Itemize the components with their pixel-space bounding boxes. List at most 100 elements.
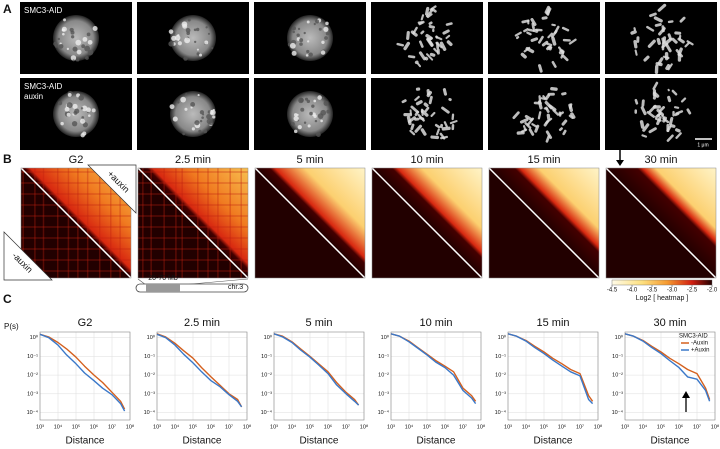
chromosome [647, 39, 656, 48]
chromosome [570, 112, 576, 119]
x-tick-label: 10⁵ [657, 423, 665, 430]
chromatin-spot [76, 49, 82, 55]
chromatin-spot [57, 37, 61, 41]
y-tick-label: 10⁻³ [378, 391, 389, 397]
x-tick-label: 10⁴ [171, 423, 180, 430]
chromosome [661, 37, 666, 44]
diagonal [20, 167, 132, 279]
x-tick-label: 10⁷ [225, 423, 233, 430]
chromatin-spot [320, 50, 326, 55]
heatmap-frame [605, 167, 717, 279]
chromatin-spot [291, 122, 295, 126]
chromosome [656, 37, 661, 45]
x-tick-label: 10⁴ [522, 423, 531, 430]
chart-title: 2.5 min [184, 317, 220, 329]
y-tick-label: 10⁰ [615, 334, 624, 341]
x-tick-label: 10⁷ [108, 423, 116, 430]
x-tick-label: 10⁶ [207, 423, 215, 430]
chromatin-spot [314, 119, 318, 123]
chromatin-spot [80, 133, 85, 138]
chromatin-spot [168, 29, 174, 34]
y-tick-label: 10⁻² [27, 373, 38, 379]
x-tick-label: 10⁸ [360, 423, 368, 430]
chromosome [569, 103, 573, 109]
chromatin-spot [81, 116, 85, 119]
chromosome [414, 124, 423, 133]
y-tick-label: 10⁻⁴ [27, 409, 39, 416]
chart-title: G2 [78, 317, 93, 329]
chromosome [686, 108, 692, 115]
curve [156, 333, 243, 408]
chromatin-spot [316, 132, 321, 137]
chromatin-spot [86, 32, 91, 37]
x-tick-label: 10⁵ [423, 423, 431, 430]
x-tick-label: 10⁸ [477, 423, 485, 430]
chromatin-spot [313, 114, 317, 118]
y-tick-label: 10⁰ [30, 334, 39, 341]
chromosome [541, 16, 548, 20]
chromatin-spot [86, 107, 91, 113]
chromatin-spot [88, 114, 91, 117]
chromatin-spot [177, 101, 180, 104]
chromatin-spot [306, 49, 310, 54]
x-axis-label: Distance [183, 436, 222, 447]
chromatin-spot [81, 44, 86, 49]
chromatin-spot [72, 59, 75, 62]
legend-title: SMC3-AID [679, 334, 708, 340]
chromatin-spot [199, 110, 205, 115]
chromatin-spot [199, 53, 202, 57]
chromosome [425, 9, 434, 18]
chromatin-spot [196, 48, 199, 51]
chromatin-spot [289, 42, 296, 49]
region [146, 284, 180, 292]
chromosome [558, 50, 564, 55]
chromatin-spot [208, 120, 214, 126]
chromosome [558, 127, 563, 132]
chromatin-spot [304, 97, 309, 101]
chromatin-spot [63, 18, 67, 22]
y-tick-label: 10⁰ [381, 334, 390, 341]
chromosome [671, 37, 678, 44]
colorbar [611, 279, 713, 286]
chromosome [568, 38, 577, 45]
chart-title: 15 min [536, 317, 569, 329]
chromosome [396, 42, 405, 47]
plot-frame [624, 331, 716, 421]
plot-frame [156, 331, 248, 421]
chromosome [416, 62, 421, 68]
chromosome [667, 63, 673, 71]
chromosome [541, 40, 549, 47]
chromosome [667, 95, 672, 103]
chromatin-spot [187, 18, 191, 22]
chromosome [524, 122, 532, 129]
curve [273, 333, 360, 406]
chromosome [409, 129, 416, 136]
chromatin-spot [313, 99, 317, 103]
y-tick-label: 10⁻³ [612, 391, 623, 397]
chromosome [528, 128, 535, 136]
chromosome [538, 64, 543, 73]
heatmap-frame [137, 167, 249, 279]
x-tick-label: 10⁷ [576, 423, 584, 430]
chromosome [545, 135, 551, 143]
y-tick-label: 10⁻² [495, 373, 506, 379]
chromosome [414, 110, 419, 117]
chromatin-spot [85, 56, 89, 60]
row-label: auxin [24, 92, 43, 101]
micrograph [488, 78, 600, 150]
region-label: 20-70 Mb [148, 275, 178, 282]
chromatin-spot [57, 100, 63, 106]
y-tick-label: 10⁻⁴ [612, 409, 624, 416]
chromatin-spot [196, 52, 200, 56]
diagonal [137, 167, 249, 279]
y-tick-label: 10⁻¹ [261, 354, 272, 360]
colorbar-label: Log2 [ heatmap ] [636, 295, 689, 302]
chromosome [634, 98, 639, 105]
chromosome [537, 111, 542, 120]
chromosome [526, 31, 532, 36]
chromatin-spot [325, 21, 329, 26]
chromosome [646, 25, 655, 32]
panel-label: B [3, 152, 12, 166]
chromosome [406, 30, 410, 40]
chromosome [661, 114, 665, 119]
